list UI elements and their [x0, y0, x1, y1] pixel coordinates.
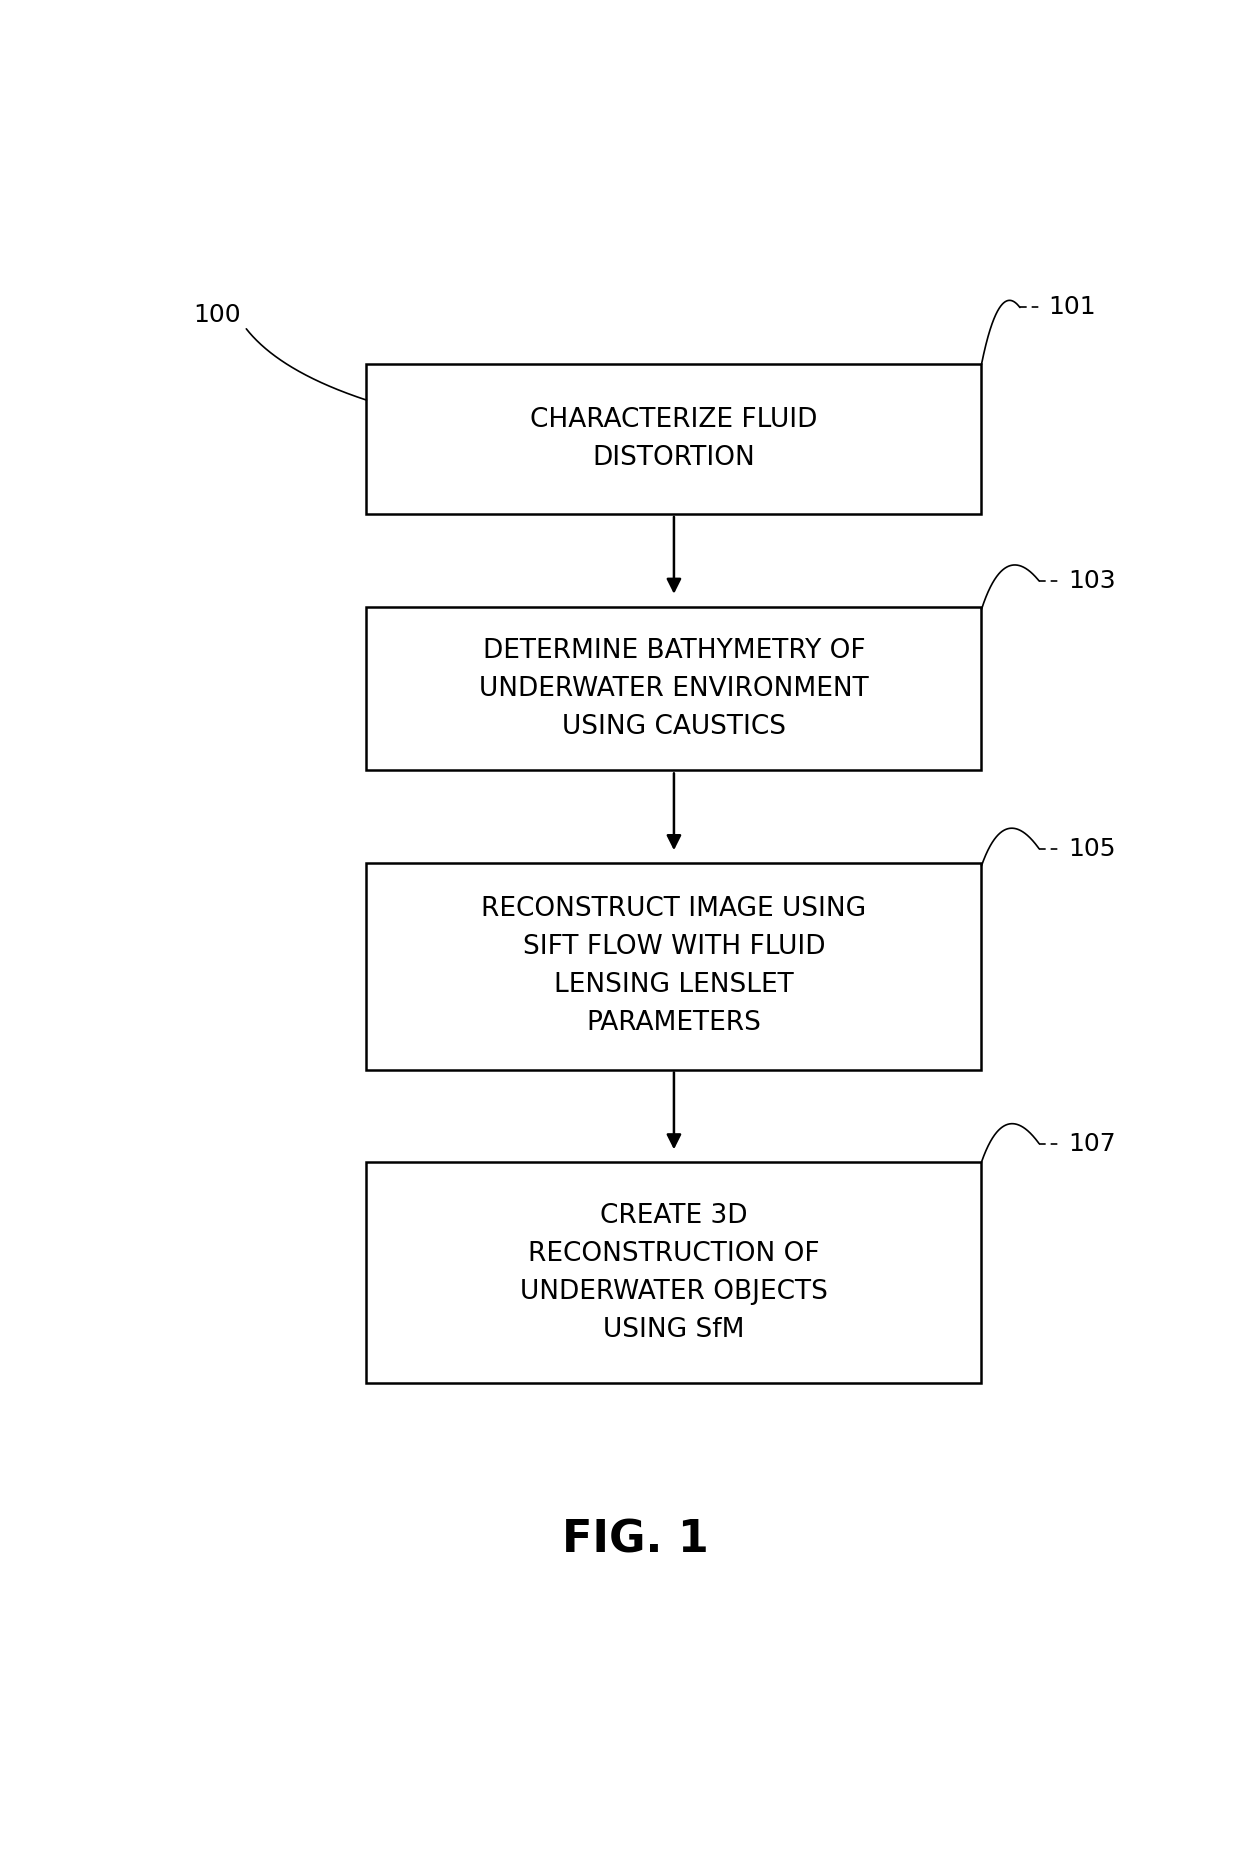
Bar	[367, 364, 982, 514]
Text: DETERMINE BATHYMETRY OF
UNDERWATER ENVIRONMENT
USING CAUSTICS: DETERMINE BATHYMETRY OF UNDERWATER ENVIR…	[479, 638, 869, 740]
Bar	[367, 1162, 982, 1384]
Text: 103: 103	[1068, 570, 1116, 594]
Text: 105: 105	[1068, 836, 1116, 860]
Text: 101: 101	[1049, 296, 1096, 320]
Bar	[367, 607, 982, 770]
Bar	[367, 862, 982, 1069]
Text: CHARACTERIZE FLUID
DISTORTION: CHARACTERIZE FLUID DISTORTION	[531, 407, 817, 472]
Text: 100: 100	[193, 303, 241, 327]
Text: 107: 107	[1068, 1132, 1116, 1156]
Text: RECONSTRUCT IMAGE USING
SIFT FLOW WITH FLUID
LENSING LENSLET
PARAMETERS: RECONSTRUCT IMAGE USING SIFT FLOW WITH F…	[481, 895, 867, 1036]
Text: FIG. 1: FIG. 1	[562, 1519, 709, 1561]
Text: CREATE 3D
RECONSTRUCTION OF
UNDERWATER OBJECTS
USING SfM: CREATE 3D RECONSTRUCTION OF UNDERWATER O…	[520, 1202, 828, 1343]
